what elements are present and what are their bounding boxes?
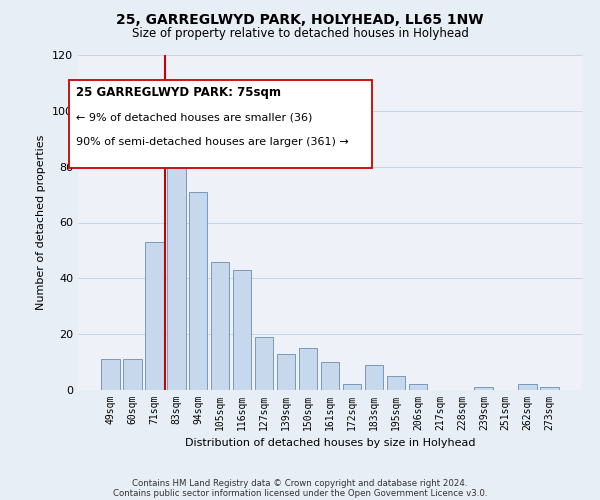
Bar <box>277 354 295 390</box>
Bar <box>409 384 427 390</box>
Bar <box>475 387 493 390</box>
Bar <box>343 384 361 390</box>
Bar <box>541 387 559 390</box>
Bar <box>211 262 229 390</box>
Text: ← 9% of detached houses are smaller (36): ← 9% of detached houses are smaller (36) <box>76 112 313 122</box>
X-axis label: Distribution of detached houses by size in Holyhead: Distribution of detached houses by size … <box>185 438 475 448</box>
Bar <box>365 365 383 390</box>
Y-axis label: Number of detached properties: Number of detached properties <box>37 135 46 310</box>
Bar <box>167 136 185 390</box>
Bar <box>320 362 340 390</box>
Text: 90% of semi-detached houses are larger (361) →: 90% of semi-detached houses are larger (… <box>76 138 349 147</box>
Text: Contains HM Land Registry data © Crown copyright and database right 2024.: Contains HM Land Registry data © Crown c… <box>132 478 468 488</box>
Bar <box>233 270 251 390</box>
Text: Size of property relative to detached houses in Holyhead: Size of property relative to detached ho… <box>131 28 469 40</box>
Bar <box>518 384 537 390</box>
Text: 25, GARREGLWYD PARK, HOLYHEAD, LL65 1NW: 25, GARREGLWYD PARK, HOLYHEAD, LL65 1NW <box>116 12 484 26</box>
Bar <box>299 348 317 390</box>
Bar <box>145 242 164 390</box>
Bar <box>101 360 119 390</box>
Bar <box>123 360 142 390</box>
Text: 25 GARREGLWYD PARK: 75sqm: 25 GARREGLWYD PARK: 75sqm <box>76 86 281 99</box>
Bar <box>189 192 208 390</box>
Text: Contains public sector information licensed under the Open Government Licence v3: Contains public sector information licen… <box>113 488 487 498</box>
Bar <box>386 376 405 390</box>
Bar <box>255 337 274 390</box>
